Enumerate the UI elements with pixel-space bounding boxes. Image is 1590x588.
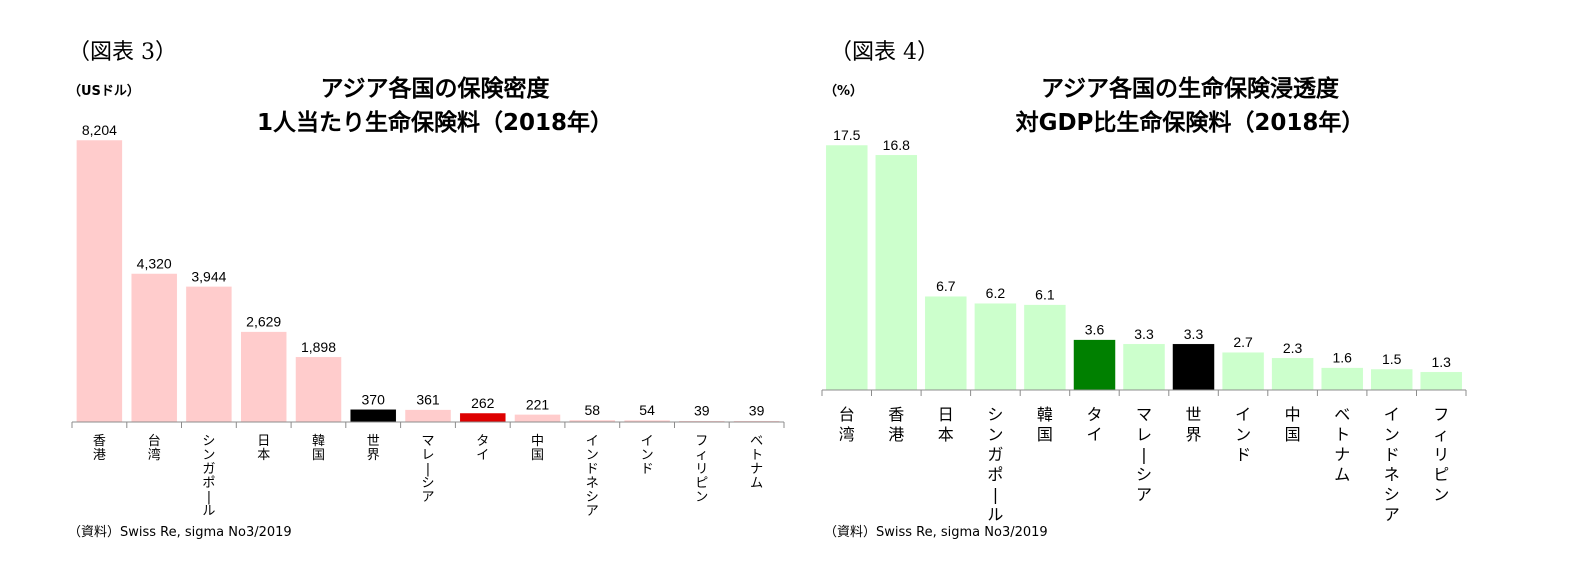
bar [1370, 368, 1413, 391]
category-label: インドネシア [1384, 405, 1400, 524]
source-note: （資料）Swiss Re, sigma No3/2019 [68, 525, 292, 540]
bar [1023, 304, 1067, 391]
data-label: 3.3 [1134, 326, 1154, 342]
figure-label: （図表 4） [830, 40, 939, 65]
data-label: 4,320 [137, 256, 172, 272]
chart-title: アジア各国の保険密度 1人当たり生命保険料（2018年） [200, 72, 670, 140]
data-label: 262 [471, 395, 495, 411]
chart-title-line1: アジア各国の生命保険浸透度 [1040, 76, 1340, 102]
chart-title: アジア各国の生命保険浸透度 対GDP比生命保険料（2018年） [965, 72, 1415, 140]
data-label: 6.2 [986, 285, 1006, 301]
bar [1172, 343, 1215, 391]
category-label: シンガポ|ル [987, 405, 1003, 524]
data-label: 3.6 [1085, 322, 1105, 338]
data-label: 6.1 [1035, 287, 1055, 303]
category-label: 台湾 [148, 434, 161, 463]
category-label: ベトナム [1334, 405, 1350, 484]
category-label: フィリピン [1433, 405, 1449, 504]
bar [1073, 339, 1116, 391]
bar [1221, 351, 1265, 391]
data-label: 2,629 [246, 314, 281, 330]
data-label: 1.3 [1431, 354, 1451, 370]
category-label: 中国 [531, 434, 544, 463]
bar [514, 414, 561, 423]
bar [1271, 357, 1314, 391]
chart-panel-density: （図表 3） （USドル） アジア各国の保険密度 1人当たり生命保険料（2018… [68, 40, 785, 540]
data-label: 8,204 [82, 122, 117, 138]
data-label: 2.3 [1283, 340, 1303, 356]
bar [875, 154, 918, 391]
data-label: 221 [526, 396, 550, 412]
category-label: 香港 [888, 405, 904, 444]
bar [130, 273, 178, 423]
bar-chart-density: 8,204 香港 4,320 台湾 3,944 シンガポ|ル 2,629 日本 1,898 韓国 3… [71, 122, 785, 519]
category-label: タイ [476, 434, 489, 463]
unit-label: （%） [824, 84, 864, 99]
bar [76, 139, 123, 423]
data-label: 58 [585, 402, 601, 418]
category-label: 台湾 [839, 405, 855, 444]
bar [459, 412, 507, 423]
figure-label: （図表 3） [68, 40, 177, 65]
data-label: 1,898 [301, 339, 336, 355]
category-label: フィリピン [695, 434, 708, 505]
category-label: 香港 [93, 434, 106, 463]
category-label: インド [1235, 405, 1251, 464]
chart-title-line2: 1人当たり生命保険料（2018年） [256, 110, 614, 136]
category-label: 中国 [1285, 405, 1301, 444]
bar [1122, 343, 1166, 391]
bar [295, 356, 342, 423]
category-label: インド [641, 434, 654, 477]
bar [185, 286, 233, 423]
chart-panel-penetration: （図表 4） （%） アジア各国の生命保険浸透度 対GDP比生命保険料（2018… [800, 0, 1590, 588]
bar [924, 295, 968, 391]
category-label: 韓国 [1037, 405, 1053, 444]
bar [349, 409, 397, 423]
data-label: 54 [639, 402, 655, 418]
category-label: マレ|シア [1136, 405, 1152, 504]
bar [1320, 367, 1364, 391]
data-label: 1.5 [1382, 351, 1402, 367]
chart-title-line2: 対GDP比生命保険料（2018年） [1015, 110, 1365, 136]
category-label: タイ [1086, 405, 1102, 444]
bar [404, 409, 452, 423]
data-label: 370 [362, 391, 386, 407]
category-label: 日本 [257, 434, 270, 463]
data-label: 3.3 [1184, 326, 1204, 342]
bar [240, 331, 287, 423]
data-label: 361 [416, 392, 440, 408]
data-label: 1.6 [1332, 350, 1352, 366]
unit-label: （USドル） [68, 84, 140, 99]
source-note: （資料）Swiss Re, sigma No3/2019 [824, 525, 1048, 540]
bar [825, 144, 869, 391]
category-label: 世界 [1185, 405, 1201, 444]
category-label: 日本 [938, 405, 954, 444]
data-label: 3,944 [191, 268, 226, 284]
category-label: インドネシア [586, 434, 599, 519]
bar-chart-penetration: 17.5 台湾 16.8 香港 6.7 日本 6.2 シンガポ|ル 6.1 韓国 3.6 タイ 3.3 マ… [821, 127, 1467, 524]
bar [1419, 371, 1463, 391]
data-label: 6.7 [936, 278, 956, 294]
data-label: 39 [694, 403, 710, 419]
category-label: シンガポ|ル [202, 434, 215, 519]
category-label: マレ|シア [421, 434, 434, 505]
category-label: ベトナム [750, 434, 763, 491]
data-label: 2.7 [1233, 334, 1253, 350]
data-label: 17.5 [833, 127, 860, 143]
data-label: 16.8 [883, 137, 910, 153]
bar [974, 302, 1017, 391]
chart-title-line1: アジア各国の保険密度 [320, 76, 550, 102]
category-label: 韓国 [312, 434, 325, 463]
category-label: 世界 [367, 434, 380, 463]
data-label: 39 [749, 403, 765, 419]
